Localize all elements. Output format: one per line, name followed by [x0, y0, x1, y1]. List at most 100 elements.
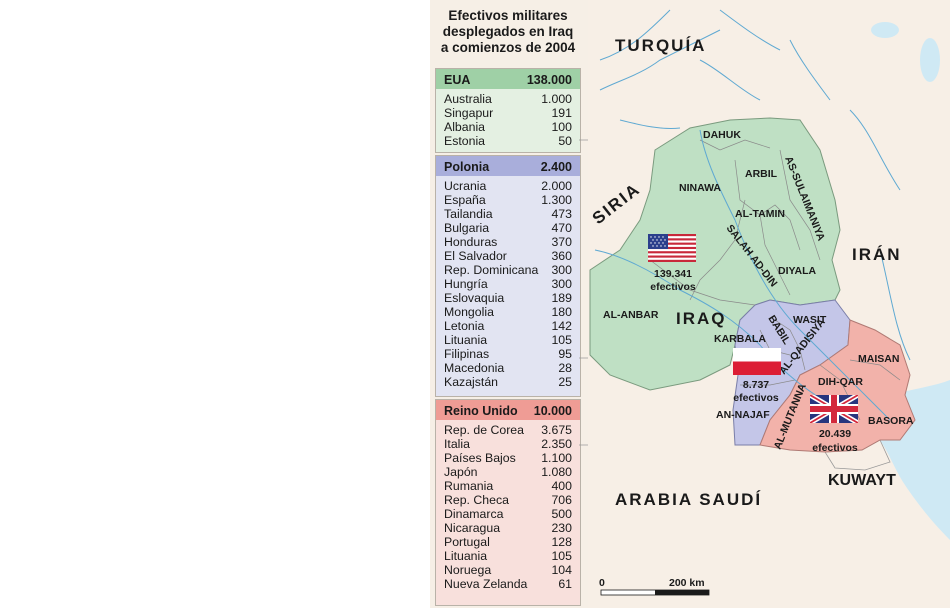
member-troops: 180 [551, 305, 572, 319]
province-label: AN-NAJAF [716, 409, 770, 421]
member-troops: 1.300 [541, 193, 572, 207]
member-country: El Salvador [444, 249, 507, 263]
member-troops: 360 [551, 249, 572, 263]
member-troops: 470 [551, 221, 572, 235]
member-country: España [444, 193, 486, 207]
member-row: Japón 1.080 [444, 465, 572, 479]
member-row: Honduras 370 [444, 235, 572, 249]
member-troops: 191 [551, 106, 572, 120]
country-label-iran: IRÁN [852, 245, 902, 264]
group-members: Ucrania 2.000 España 1.300 Tailandia 473 Bulga… [436, 176, 580, 391]
member-troops: 189 [551, 291, 572, 305]
group-members: Rep. de Corea 3.675 Italia 2.350 Países Bajo… [436, 420, 580, 593]
group-total: 138.000 [526, 73, 572, 87]
member-country: Honduras [444, 235, 498, 249]
member-country: Noruega [444, 563, 492, 577]
country-label-turquia: TURQUÍA [615, 36, 706, 55]
province-label: WASIT [793, 314, 827, 326]
member-country: Filipinas [444, 347, 490, 361]
member-row: Estonia 50 [444, 134, 572, 148]
group-total: 2.400 [540, 160, 572, 174]
member-row: Mongolia 180 [444, 305, 572, 319]
province-label: MAISAN [858, 353, 899, 365]
group-leader: EUA [444, 73, 471, 87]
lake [871, 22, 899, 38]
member-row: Nicaragua 230 [444, 521, 572, 535]
member-country: Dinamarca [444, 507, 504, 521]
member-country: Estonia [444, 134, 486, 148]
member-row: Italia 2.350 [444, 437, 572, 451]
lake [920, 38, 940, 82]
member-country: Países Bajos [444, 451, 516, 465]
member-row: Rep. de Corea 3.675 [444, 423, 572, 437]
province-label: AL-ANBAR [603, 309, 659, 321]
member-troops: 1.000 [541, 92, 572, 106]
member-country: Mongolia [444, 305, 494, 319]
member-row: Hungría 300 [444, 277, 572, 291]
province-label: ARBIL [745, 168, 778, 180]
member-troops: 1.080 [541, 465, 572, 479]
member-row: Dinamarca 500 [444, 507, 572, 521]
member-country: Tailandia [444, 207, 493, 221]
member-country: Ucrania [444, 179, 487, 193]
scale-start: 0 [599, 577, 605, 589]
province-label: DIYALA [778, 265, 817, 277]
uk-flag-icon [810, 395, 858, 423]
group-leader: Reino Unido [444, 404, 518, 418]
member-troops: 300 [551, 277, 572, 291]
member-row: España 1.300 [444, 193, 572, 207]
uk-troop-unit: efectivos [812, 442, 858, 454]
member-troops: 100 [551, 120, 572, 134]
member-row: Tailandia 473 [444, 207, 572, 221]
member-troops: 2.000 [541, 179, 572, 193]
member-troops: 142 [551, 319, 572, 333]
member-row: Rep. Dominicana 300 [444, 263, 572, 277]
member-country: Albania [444, 120, 486, 134]
poland-troop-unit: efectivos [733, 392, 779, 404]
member-row: Filipinas 95 [444, 347, 572, 361]
member-country: Letonia [444, 319, 485, 333]
member-country: Lituania [444, 549, 488, 563]
member-row: Nueva Zelanda 61 [444, 577, 572, 591]
member-country: Japón [444, 465, 478, 479]
country-label-arabia-saudi: ARABIA SAUDÍ [615, 490, 762, 509]
member-troops: 95 [558, 347, 572, 361]
member-country: Nicaragua [444, 521, 501, 535]
member-troops: 2.350 [541, 437, 572, 451]
member-row: Eslovaquia 189 [444, 291, 572, 305]
member-country: Eslovaquia [444, 291, 505, 305]
member-row: Rep. Checa 706 [444, 493, 572, 507]
member-row: Lituania 105 [444, 333, 572, 347]
group-header: EUA 138.000 [436, 69, 580, 89]
member-troops: 473 [551, 207, 572, 221]
member-row: Australia 1.000 [444, 92, 572, 106]
iraq-map: TURQUÍA SIRIA IRÁN IRAQ ARABIA SAUDÍ KUW… [588, 0, 950, 608]
member-row: Rumania 400 [444, 479, 572, 493]
member-troops: 1.100 [541, 451, 572, 465]
member-troops: 105 [551, 333, 572, 347]
member-troops: 61 [558, 577, 572, 591]
member-row: Singapur 191 [444, 106, 572, 120]
member-troops: 104 [551, 563, 572, 577]
member-troops: 25 [558, 375, 572, 389]
title-line: desplegados en Iraq [442, 24, 574, 39]
member-troops: 706 [551, 493, 572, 507]
member-country: Nueva Zelanda [444, 577, 528, 591]
group-header: Reino Unido 10.000 [436, 400, 580, 420]
member-country: Italia [444, 437, 470, 451]
member-country: Rumania [444, 479, 494, 493]
us-troop-count: 139.341 [654, 268, 692, 280]
poland-troop-count: 8.737 [743, 379, 769, 391]
member-troops: 28 [558, 361, 572, 375]
member-country: Rep. de Corea [444, 423, 524, 437]
province-label: NINAWA [679, 182, 721, 194]
member-troops: 128 [551, 535, 572, 549]
uk-troop-count: 20.439 [819, 428, 851, 440]
scale-end: 200 km [669, 577, 705, 589]
member-country: Portugal [444, 535, 490, 549]
legend-title: Efectivos militares desplegados en Iraq … [432, 8, 584, 56]
member-troops: 300 [551, 263, 572, 277]
group-header: Polonia 2.400 [436, 156, 580, 176]
group-polonia: Polonia 2.400 Ucrania 2.000 España 1.300 Tai… [435, 155, 581, 397]
group-members: Australia 1.000 Singapur 191 Albania 100 Eston… [436, 89, 580, 150]
